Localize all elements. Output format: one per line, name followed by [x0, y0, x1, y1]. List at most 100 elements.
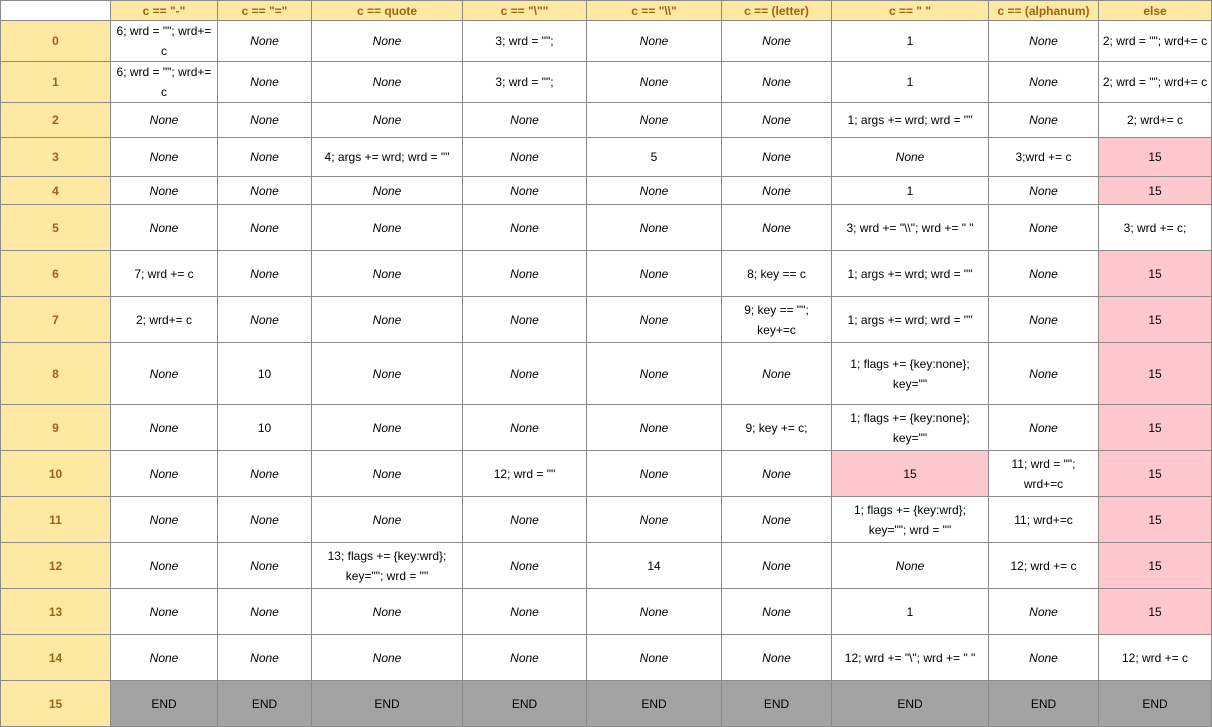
table-cell[interactable]: 2; wrd = ""; wrd+= c — [1098, 61, 1212, 103]
table-cell[interactable]: None — [217, 204, 312, 251]
table-cell[interactable]: None — [721, 634, 832, 681]
row-header-cell[interactable]: 7 — [0, 296, 111, 343]
table-cell[interactable]: 2; wrd+= c — [110, 296, 218, 343]
table-cell[interactable]: None — [988, 296, 1099, 343]
table-cell[interactable]: None — [217, 61, 312, 103]
table-cell[interactable]: None — [721, 342, 832, 405]
table-cell[interactable]: 3; wrd += "\\"; wrd += " " — [831, 204, 989, 251]
column-header-8[interactable]: c == (alphanum) — [988, 0, 1099, 21]
table-cell[interactable]: 6; wrd = ""; wrd+= c — [110, 61, 218, 103]
table-cell[interactable]: None — [311, 450, 463, 497]
table-cell[interactable]: None — [110, 342, 218, 405]
corner-header-cell[interactable] — [0, 0, 111, 21]
table-cell[interactable]: None — [721, 496, 832, 543]
table-cell[interactable]: None — [462, 250, 587, 297]
column-header-4[interactable]: c == "\"" — [462, 0, 587, 21]
table-cell[interactable]: None — [462, 204, 587, 251]
table-cell[interactable]: None — [462, 542, 587, 589]
table-cell[interactable]: None — [586, 61, 722, 103]
error-state-cell[interactable]: 15 — [831, 450, 989, 497]
table-cell[interactable]: None — [110, 137, 218, 177]
table-cell[interactable]: None — [721, 450, 832, 497]
table-cell[interactable]: None — [110, 588, 218, 635]
end-state-cell[interactable]: END — [721, 680, 832, 727]
row-header-cell[interactable]: 12 — [0, 542, 111, 589]
table-cell[interactable]: None — [217, 250, 312, 297]
table-cell[interactable]: 1 — [831, 588, 989, 635]
table-cell[interactable]: None — [462, 496, 587, 543]
row-header-cell[interactable]: 11 — [0, 496, 111, 543]
end-state-cell[interactable]: END — [1098, 680, 1212, 727]
table-cell[interactable]: None — [586, 250, 722, 297]
error-state-cell[interactable]: 15 — [1098, 296, 1212, 343]
table-cell[interactable]: 1 — [831, 61, 989, 103]
table-cell[interactable]: None — [217, 588, 312, 635]
table-cell[interactable]: None — [586, 496, 722, 543]
end-state-cell[interactable]: END — [217, 680, 312, 727]
table-cell[interactable]: None — [217, 450, 312, 497]
table-cell[interactable]: None — [721, 102, 832, 138]
error-state-cell[interactable]: 15 — [1098, 176, 1212, 205]
table-cell[interactable]: None — [311, 634, 463, 681]
table-cell[interactable]: None — [988, 404, 1099, 451]
row-header-cell[interactable]: 15 — [0, 680, 111, 727]
table-cell[interactable]: None — [988, 588, 1099, 635]
column-header-9[interactable]: else — [1098, 0, 1212, 21]
table-cell[interactable]: None — [462, 342, 587, 405]
table-cell[interactable]: None — [462, 404, 587, 451]
end-state-cell[interactable]: END — [462, 680, 587, 727]
table-cell[interactable]: 1; flags += {key:none}; key="" — [831, 342, 989, 405]
table-cell[interactable]: None — [721, 588, 832, 635]
table-cell[interactable]: 13; flags += {key:wrd}; key=""; wrd = "" — [311, 542, 463, 589]
table-cell[interactable]: 4; args += wrd; wrd = "" — [311, 137, 463, 177]
table-cell[interactable]: None — [311, 102, 463, 138]
row-header-cell[interactable]: 2 — [0, 102, 111, 138]
row-header-cell[interactable]: 8 — [0, 342, 111, 405]
table-cell[interactable]: 6; wrd = ""; wrd+= c — [110, 20, 218, 62]
table-cell[interactable]: None — [217, 634, 312, 681]
table-cell[interactable]: None — [110, 176, 218, 205]
table-cell[interactable]: None — [462, 296, 587, 343]
table-cell[interactable]: None — [311, 404, 463, 451]
table-cell[interactable]: 2; wrd = ""; wrd+= c — [1098, 20, 1212, 62]
table-cell[interactable]: 9; key == ""; key+=c — [721, 296, 832, 343]
table-cell[interactable]: 1; args += wrd; wrd = "" — [831, 250, 989, 297]
error-state-cell[interactable]: 15 — [1098, 342, 1212, 405]
table-cell[interactable]: None — [217, 20, 312, 62]
table-cell[interactable]: 12; wrd += "\"; wrd += " " — [831, 634, 989, 681]
end-state-cell[interactable]: END — [586, 680, 722, 727]
row-header-cell[interactable]: 5 — [0, 204, 111, 251]
table-cell[interactable]: 1; args += wrd; wrd = "" — [831, 296, 989, 343]
table-cell[interactable]: None — [586, 102, 722, 138]
table-cell[interactable]: None — [831, 137, 989, 177]
table-cell[interactable]: None — [988, 634, 1099, 681]
table-cell[interactable]: None — [110, 542, 218, 589]
table-cell[interactable]: None — [988, 204, 1099, 251]
table-cell[interactable]: None — [988, 20, 1099, 62]
table-cell[interactable]: 9; key += c; — [721, 404, 832, 451]
table-cell[interactable]: None — [988, 342, 1099, 405]
row-header-cell[interactable]: 6 — [0, 250, 111, 297]
table-cell[interactable]: None — [110, 204, 218, 251]
row-header-cell[interactable]: 4 — [0, 176, 111, 205]
error-state-cell[interactable]: 15 — [1098, 404, 1212, 451]
row-header-cell[interactable]: 13 — [0, 588, 111, 635]
table-cell[interactable]: None — [311, 204, 463, 251]
table-cell[interactable]: 12; wrd = "" — [462, 450, 587, 497]
table-cell[interactable]: None — [988, 250, 1099, 297]
table-cell[interactable]: None — [586, 176, 722, 205]
table-cell[interactable]: None — [721, 137, 832, 177]
end-state-cell[interactable]: END — [311, 680, 463, 727]
table-cell[interactable]: None — [110, 496, 218, 543]
table-cell[interactable]: None — [586, 296, 722, 343]
table-cell[interactable]: None — [586, 404, 722, 451]
table-cell[interactable]: 10 — [217, 404, 312, 451]
table-cell[interactable]: None — [586, 588, 722, 635]
column-header-1[interactable]: c == "-" — [110, 0, 218, 21]
end-state-cell[interactable]: END — [988, 680, 1099, 727]
row-header-cell[interactable]: 0 — [0, 20, 111, 62]
table-cell[interactable]: 7; wrd += c — [110, 250, 218, 297]
table-cell[interactable]: None — [721, 204, 832, 251]
column-header-3[interactable]: c == quote — [311, 0, 463, 21]
table-cell[interactable]: 1 — [831, 176, 989, 205]
